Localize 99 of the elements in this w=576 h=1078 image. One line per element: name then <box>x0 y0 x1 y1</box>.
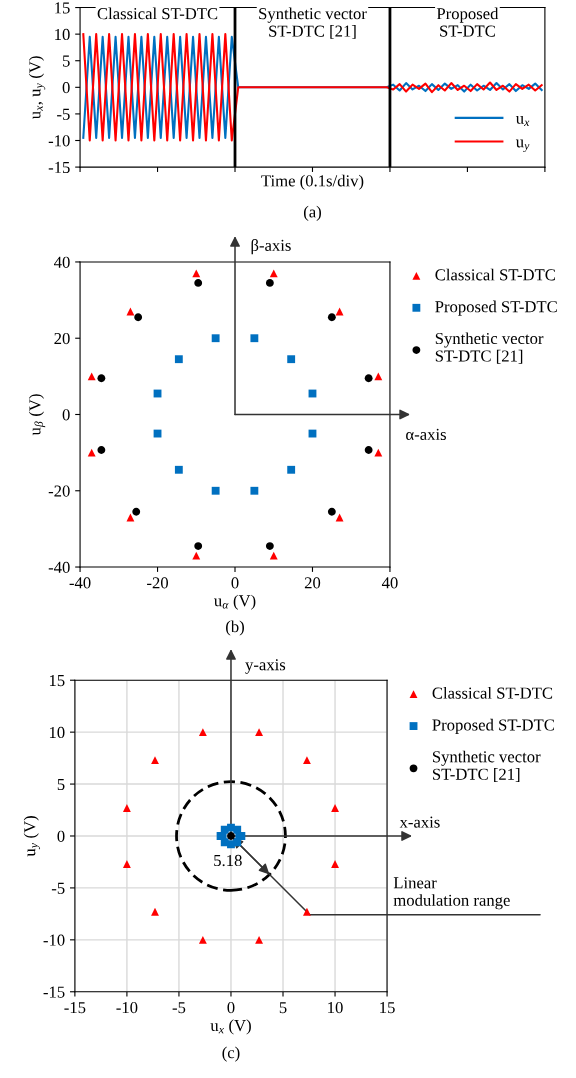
x-tick-label: 40 <box>381 577 398 589</box>
y-tick-label: 15 <box>55 2 70 14</box>
point <box>132 507 141 516</box>
legend-label: u$_{y}$ <box>515 139 530 153</box>
annotation: Classical ST-DTC <box>97 7 218 20</box>
point <box>255 935 263 944</box>
y-tick-label: -5 <box>57 108 70 120</box>
x-tick-label: 5 <box>279 1002 287 1014</box>
point <box>122 804 131 812</box>
annotation: Synthetic vector ST-DTC [21] <box>259 7 367 39</box>
y-tick-label: -5 <box>51 882 65 894</box>
legend-label: Proposed ST-DTC <box>432 718 554 734</box>
point <box>151 756 159 765</box>
y-tick-label: 40 <box>54 256 70 268</box>
y-tick-label: 10 <box>49 726 65 739</box>
point <box>192 551 201 560</box>
point <box>364 446 373 454</box>
y-tick-label: 10 <box>55 28 70 41</box>
legend-label: Synthetic vector ST-DTC [21] <box>432 750 541 782</box>
point <box>331 804 339 812</box>
text: (b) <box>226 620 244 636</box>
x-axis-title: u$_{α}$ (V) <box>214 594 256 610</box>
x-tick-label: 20 <box>304 577 321 589</box>
x-tick-label: 0 <box>231 577 239 589</box>
point <box>97 374 106 383</box>
y-tick-label: -20 <box>48 485 70 497</box>
y-axis-title: u$_{β}$ (V) <box>28 394 46 436</box>
point <box>327 313 336 322</box>
point <box>265 279 274 287</box>
point <box>303 756 311 765</box>
point <box>134 313 143 322</box>
point <box>269 269 278 278</box>
point <box>198 935 207 944</box>
y-tick-label: 0 <box>62 82 70 94</box>
text: (c) <box>222 1046 240 1062</box>
point <box>265 542 274 550</box>
y-axis-title: u$_{y}$ (V) <box>23 816 41 857</box>
point <box>97 446 106 454</box>
point <box>250 486 259 495</box>
text: α-axis <box>406 428 446 441</box>
text: y-axis <box>245 659 286 674</box>
x-tick-label: -10 <box>116 1001 138 1014</box>
point <box>374 372 383 381</box>
legend-label: Classical ST-DTC <box>432 686 553 699</box>
text: x-axis <box>399 816 440 828</box>
y-tick-label: 5 <box>57 778 65 791</box>
x-tick-label: 0 <box>227 1001 235 1014</box>
x-axis-title: Time (0.1s/div) <box>261 174 364 190</box>
annotation: 5.18 <box>214 854 242 867</box>
y-tick-label: 20 <box>54 332 70 345</box>
y-tick-label: 0 <box>57 830 65 842</box>
point <box>126 307 135 316</box>
point <box>211 486 220 495</box>
x-tick-label: -20 <box>147 577 169 589</box>
point <box>331 860 339 868</box>
point <box>250 334 259 343</box>
point <box>87 448 96 457</box>
point <box>174 465 183 474</box>
annotation: Proposed ST-DTC <box>436 7 499 37</box>
legend-label: Classical ST-DTC <box>435 268 555 281</box>
point <box>255 728 263 737</box>
legend-label: Proposed ST-DTC <box>435 300 557 316</box>
point <box>122 860 131 868</box>
point <box>335 513 344 522</box>
point <box>151 907 159 916</box>
point <box>364 374 373 383</box>
point <box>287 465 296 474</box>
x-axis-title: u$_{x}$ (V) <box>210 1019 251 1035</box>
point <box>211 334 220 343</box>
point <box>303 907 311 916</box>
point <box>194 279 203 287</box>
y-tick-label: -10 <box>48 135 70 147</box>
y-tick-label: 0 <box>62 409 70 421</box>
legend-label: Synthetic vector ST-DTC [21] <box>435 332 544 364</box>
point <box>287 355 296 364</box>
point <box>126 513 135 522</box>
point <box>269 551 278 560</box>
x-tick-label: 15 <box>380 1002 395 1014</box>
point <box>87 372 96 381</box>
y-tick-label: 15 <box>49 675 65 687</box>
y-tick-label: -15 <box>43 986 65 998</box>
y-axis-title: u$_{x}$, u$_{y}$ (V) <box>28 56 46 120</box>
y-tick-label: -10 <box>43 934 65 946</box>
point <box>174 355 183 364</box>
y-tick-label: -15 <box>48 161 70 174</box>
point <box>192 269 201 278</box>
point <box>335 307 344 316</box>
text: β-axis <box>251 239 291 255</box>
y-tick-label: -40 <box>48 561 70 573</box>
text: Linear modulation range <box>393 877 510 910</box>
point <box>374 448 383 457</box>
point <box>327 507 336 516</box>
point <box>198 728 207 737</box>
text: (a) <box>303 205 321 221</box>
point <box>194 542 203 550</box>
x-tick-label: 10 <box>328 1001 343 1014</box>
x-tick-label: -5 <box>172 1002 186 1014</box>
y-tick-label: 5 <box>62 55 70 67</box>
legend-label: u$_{x}$ <box>515 116 530 126</box>
